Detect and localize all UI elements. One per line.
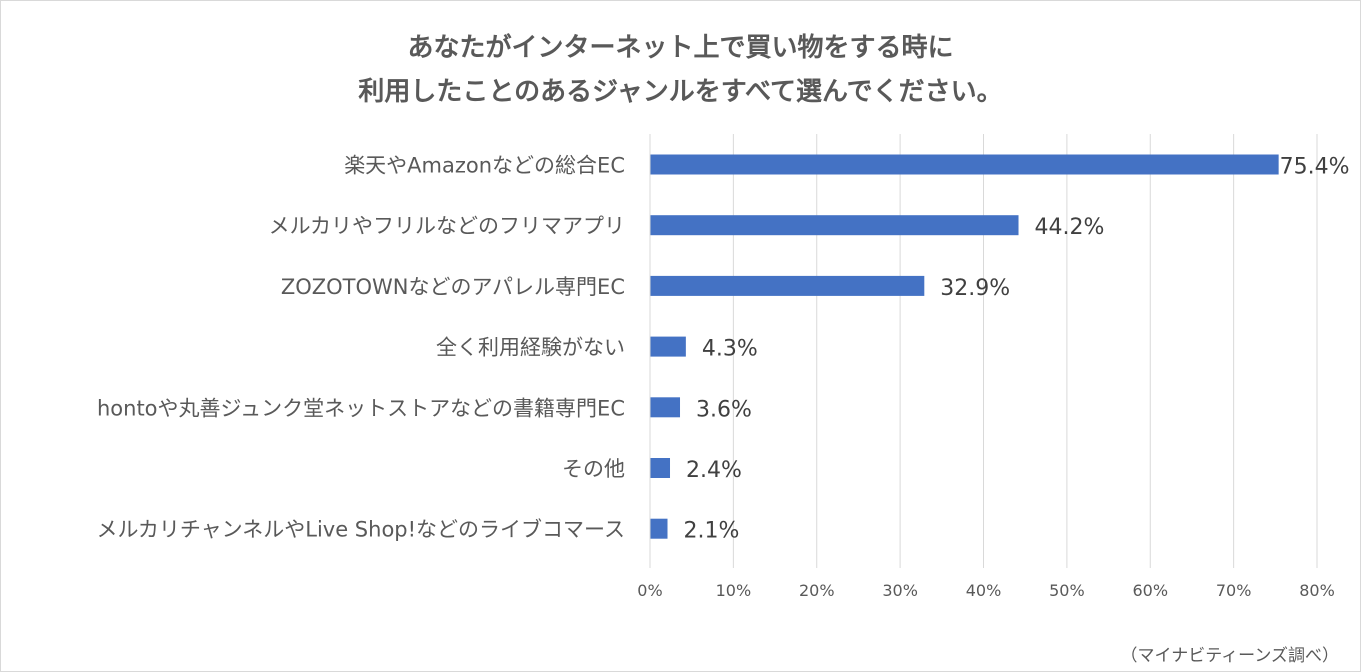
category-label: 全く利用経験がない — [436, 336, 625, 360]
bar — [650, 215, 1019, 236]
category-label: メルカリやフリルなどのフリマアプリ — [269, 214, 625, 238]
x-tick-label: 50% — [1049, 581, 1085, 600]
category-label: hontoや丸善ジュンク堂ネットストアなどの書籍専門EC — [97, 396, 625, 420]
bar — [650, 458, 671, 478]
chart-title: あなたがインターネット上で買い物をする時に 利用したことのあるジャンルをすべて選… — [0, 26, 1361, 114]
x-tick-label: 20% — [799, 581, 835, 600]
data-label: 3.6% — [696, 397, 752, 422]
x-tick-label: 30% — [882, 581, 918, 600]
bar — [650, 275, 925, 296]
category-label: メルカリチャンネルやLive Shop!などのライブコマース — [97, 518, 625, 542]
data-label: 75.4% — [1280, 155, 1350, 180]
bar — [650, 397, 681, 418]
x-tick-label: 60% — [1132, 581, 1168, 600]
chart-title-line-2: 利用したことのあるジャンルをすべて選んでください。 — [358, 77, 1003, 107]
chart-title-line-1: あなたがインターネット上で買い物をする時に — [407, 33, 954, 63]
x-tick-label: 10% — [716, 581, 752, 600]
data-label: 44.2% — [1035, 215, 1105, 240]
data-label: 32.9% — [940, 276, 1010, 301]
data-label: 4.3% — [702, 337, 758, 362]
x-tick-label: 0% — [637, 581, 662, 600]
source-note: （マイナビティーンズ調べ） — [1120, 646, 1339, 666]
data-label: 2.1% — [684, 519, 740, 544]
x-tick-label: 70% — [1216, 581, 1252, 600]
category-label: ZOZOTOWNなどのアパレル専門EC — [281, 275, 625, 299]
bar — [650, 336, 686, 357]
bar — [650, 518, 668, 539]
bar — [650, 154, 1279, 175]
x-tick-label: 80% — [1299, 581, 1335, 600]
category-label: その他 — [562, 457, 625, 481]
x-tick-label: 40% — [966, 581, 1002, 600]
category-label: 楽天やAmazonなどの総合EC — [344, 154, 625, 178]
data-label: 2.4% — [686, 458, 742, 483]
